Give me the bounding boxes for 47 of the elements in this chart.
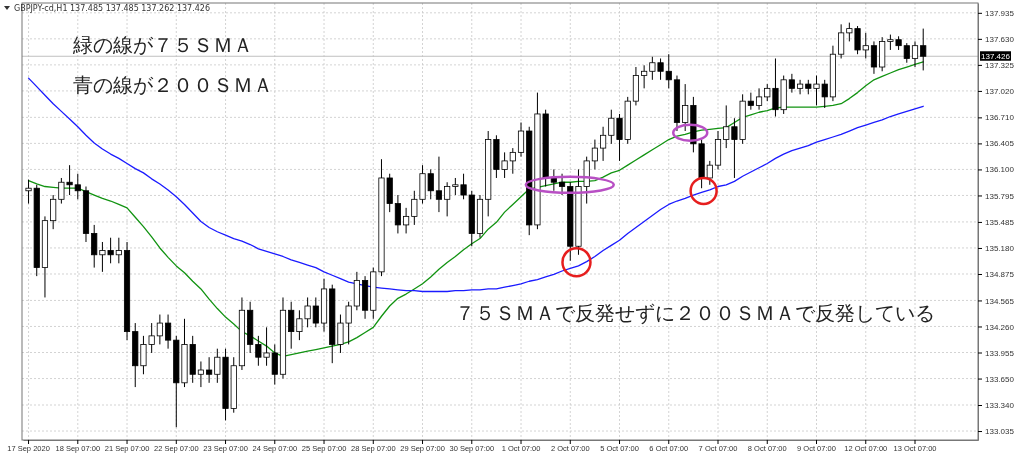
candlestick [870, 40, 878, 75]
y-tick-label: 134.875 [985, 270, 1015, 280]
candlestick [788, 73, 795, 94]
annotation: ７５ＳＭＡで反発せずに２００ＳＭＡで反発している [455, 301, 935, 325]
candlestick [755, 87, 763, 111]
candlestick [206, 356, 213, 384]
candlestick [558, 173, 566, 196]
candlestick [641, 64, 648, 89]
candlestick [394, 194, 401, 234]
y-tick-label: 137.630 [985, 34, 1015, 44]
y-tick-label: 137.935 [985, 8, 1015, 18]
y-tick-label: 136.405 [985, 139, 1015, 149]
y-tick-label: 135.485 [985, 217, 1015, 227]
candlestick [312, 296, 319, 328]
candlestick [920, 28, 927, 71]
y-tick-label: 137.325 [985, 60, 1015, 70]
y-tick-label: 134.260 [985, 322, 1015, 332]
candlestick [600, 126, 607, 162]
y-tick-label: 135.180 [985, 244, 1015, 254]
candlestick [115, 237, 122, 264]
candlestick [838, 23, 845, 59]
y-tick-label: 136.710 [985, 113, 1015, 123]
y-tick-label: 133.340 [985, 401, 1015, 411]
y-tick-label: 133.650 [985, 374, 1015, 384]
candlestick [911, 40, 919, 68]
line-series [27, 77, 924, 293]
candlestick [165, 314, 172, 350]
y-tick-label: 133.035 [985, 427, 1015, 437]
candlestick [403, 207, 410, 234]
annotation: 緑の線が７５ＳＭＡ [72, 33, 253, 57]
ref-line-label: 137.426 [981, 52, 1011, 62]
candlestick [591, 139, 598, 170]
candlestick [435, 156, 443, 213]
candlestick [517, 121, 525, 158]
y-tick-label: 133.955 [985, 348, 1015, 358]
candlestick [797, 79, 804, 95]
annotation: 青の線が２００ＳＭＡ [73, 73, 273, 97]
y-tick-label: 137.020 [985, 86, 1015, 96]
candlestick [50, 194, 57, 230]
y-tick-label: 134.565 [985, 296, 1015, 306]
y-tick-label: 135.795 [985, 191, 1015, 201]
candlestick [197, 360, 204, 388]
candlestick [682, 83, 689, 132]
candlestick [444, 181, 451, 217]
candlestick [156, 314, 163, 345]
chart-title: GBPJPY-cd,H1 137.485 137.485 137.262 137.426 [14, 4, 210, 13]
y-tick-label: 136.100 [985, 165, 1015, 175]
